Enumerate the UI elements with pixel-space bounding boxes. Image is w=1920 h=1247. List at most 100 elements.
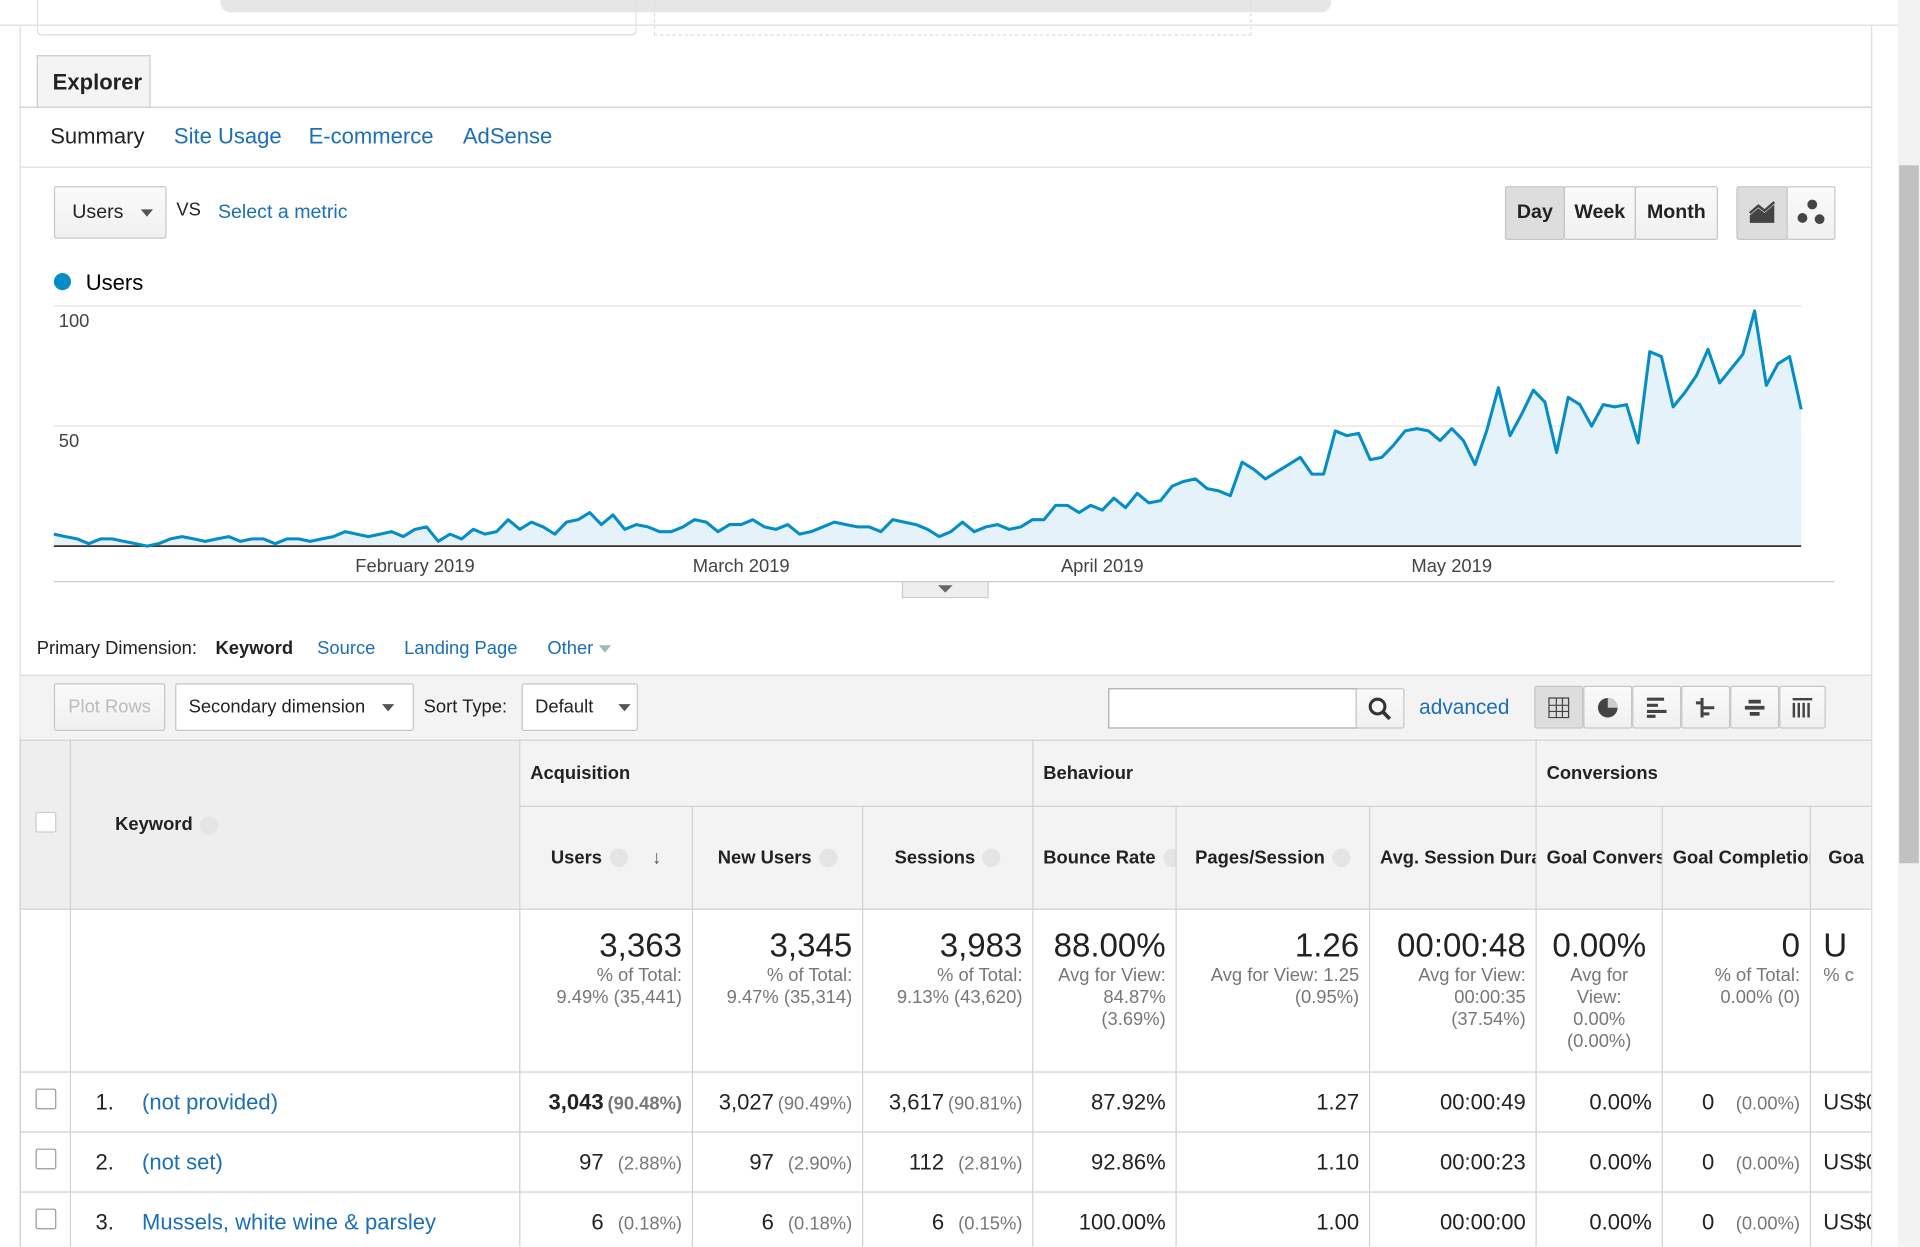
total-subtext: View: xyxy=(1576,986,1622,1008)
caret xyxy=(617,703,631,711)
total-value: 3,363 xyxy=(599,926,683,964)
keyword-link[interactable]: Mussels, white wine & parsley xyxy=(142,1209,437,1234)
cell-percent: (90.81%) xyxy=(947,1092,1023,1114)
header-row: Users ↓ New Users Sessions Bounce Rate Pages/… xyxy=(20,805,1872,910)
view-table[interactable] xyxy=(1534,685,1584,729)
scroll-thumb[interactable] xyxy=(1899,165,1919,864)
checkbox[interactable] xyxy=(34,811,56,833)
secondary-label: Secondary dimension xyxy=(188,696,366,718)
search-input[interactable] xyxy=(1108,688,1358,729)
y-tick-label: 100 xyxy=(59,310,90,331)
subtab[interactable]: Site Usage xyxy=(173,123,282,149)
view-pie[interactable] xyxy=(1583,685,1633,729)
total-subtext: (37.54%) xyxy=(1451,1008,1526,1030)
cell xyxy=(19,1131,72,1193)
help-icon xyxy=(1162,848,1175,867)
total-value: 1.26 xyxy=(1294,926,1360,964)
cell-value: 0.00% xyxy=(1589,1089,1652,1114)
total-subtext: Avg for View: 1.25 xyxy=(1210,964,1360,986)
total-subtext: Avg for View: xyxy=(1418,964,1526,986)
dimension-option[interactable]: Other xyxy=(547,637,611,659)
data-row: 1. (not provided) 3,043 (90.48%) 3,027 (90.49… xyxy=(19,1071,1872,1133)
subtab[interactable]: E-commerce xyxy=(308,123,434,149)
cell-value: 6 xyxy=(591,1209,604,1234)
advanced-link[interactable]: advanced xyxy=(1419,695,1510,719)
group-row: Keyword Acquisition Behaviour Conversions xyxy=(19,739,1872,910)
total-subtext: % c xyxy=(1823,964,1854,986)
cell-value: US$0 xyxy=(1823,1089,1870,1114)
view-term-cloud[interactable] xyxy=(1730,685,1780,729)
cell-value: 0 xyxy=(1702,1149,1715,1174)
cell: 0.00% xyxy=(1535,1191,1663,1247)
view-bar[interactable] xyxy=(1632,685,1682,729)
total-cell: 1.26 Avg for View: 1.25 (0.95%) xyxy=(1175,908,1371,1073)
cell-value: 3,617 xyxy=(888,1089,945,1114)
secondary-dimension[interactable]: Secondary dimension xyxy=(175,683,414,732)
cell-value: 97 xyxy=(579,1149,604,1174)
header-label: Bounce Rate xyxy=(1043,846,1156,868)
motion-chart-button[interactable] xyxy=(1786,186,1836,241)
checkbox[interactable] xyxy=(34,1148,56,1170)
view-pivot[interactable] xyxy=(1779,685,1826,729)
subtab[interactable]: Summary xyxy=(50,123,145,149)
total-subtext: 84.87% xyxy=(1103,986,1166,1008)
subtab[interactable]: AdSense xyxy=(462,123,553,149)
dimension-active: Keyword xyxy=(215,637,294,659)
metric-dropdown[interactable]: Users xyxy=(53,186,167,239)
scrollbar[interactable] xyxy=(1897,0,1920,1247)
header-label: Users xyxy=(550,846,602,868)
cell: 6 (0.18%) xyxy=(691,1191,864,1247)
explorer-tab[interactable]: Explorer xyxy=(36,55,151,108)
column-header: Pages/Session xyxy=(1175,805,1371,910)
total-subtext: Avg for View: xyxy=(1058,964,1166,986)
cell xyxy=(19,908,72,1073)
icon xyxy=(1748,201,1776,223)
x-tick-label: February 2019 xyxy=(355,555,474,576)
keyword-link[interactable]: (not provided) xyxy=(142,1089,279,1114)
other-label: Other xyxy=(547,637,594,659)
total-subtext: % of Total: xyxy=(937,964,1023,986)
caret xyxy=(598,645,611,653)
view-compare[interactable] xyxy=(1681,685,1731,729)
total-subtext: 9.49% (35,441) xyxy=(556,986,683,1008)
total-value: U xyxy=(1823,926,1848,964)
cell-value: US$0 xyxy=(1823,1209,1870,1234)
total-value: 00:00:48 xyxy=(1397,926,1526,964)
top-box xyxy=(36,0,637,36)
row-index: 3. xyxy=(95,1209,114,1234)
help-icon xyxy=(819,848,838,867)
keyword-link[interactable]: (not set) xyxy=(142,1149,223,1174)
cell: 92.86% xyxy=(1032,1131,1177,1193)
column-header: Sessions xyxy=(862,805,1034,910)
total-value: 88.00% xyxy=(1053,926,1166,964)
dimension-option[interactable]: Source xyxy=(317,637,376,659)
total-cell: 0% of Total: 0.00% (0) xyxy=(1661,908,1812,1073)
sort-arrow: ↓ xyxy=(652,846,662,868)
checkbox[interactable] xyxy=(34,1208,56,1230)
sort-dropdown[interactable]: Default xyxy=(521,683,638,732)
header-label: Sessions xyxy=(894,846,976,868)
total-subtext: 9.13% (43,620) xyxy=(896,986,1023,1008)
checkbox[interactable] xyxy=(34,1088,56,1110)
cell: 1.00 xyxy=(1175,1191,1371,1247)
divider xyxy=(0,24,1898,26)
cell-value: 1.10 xyxy=(1316,1149,1360,1174)
cell-value: 92.86% xyxy=(1090,1149,1166,1174)
month-button[interactable]: Month xyxy=(1634,186,1718,241)
cell-percent: (2.90%) xyxy=(787,1152,853,1174)
cell-value: 3,027 xyxy=(718,1089,774,1114)
header-label: Keyword xyxy=(115,814,193,836)
dimension-option[interactable]: Landing Page xyxy=(404,637,518,659)
column-header: Goa xyxy=(1809,805,1872,910)
cell: 00:00:00 xyxy=(1368,1191,1537,1247)
total-cell: 3,983% of Total: 9.13% (43,620) xyxy=(862,908,1034,1073)
cell-percent: (0.00%) xyxy=(1735,1092,1801,1114)
search-button[interactable] xyxy=(1355,688,1405,729)
cell xyxy=(69,908,521,1073)
header-label: Goal Completions xyxy=(1672,846,1810,868)
total-subtext: 00:00:35 xyxy=(1454,986,1526,1008)
select-metric[interactable]: Select a metric xyxy=(217,202,348,223)
line-chart-button[interactable] xyxy=(1736,186,1788,241)
